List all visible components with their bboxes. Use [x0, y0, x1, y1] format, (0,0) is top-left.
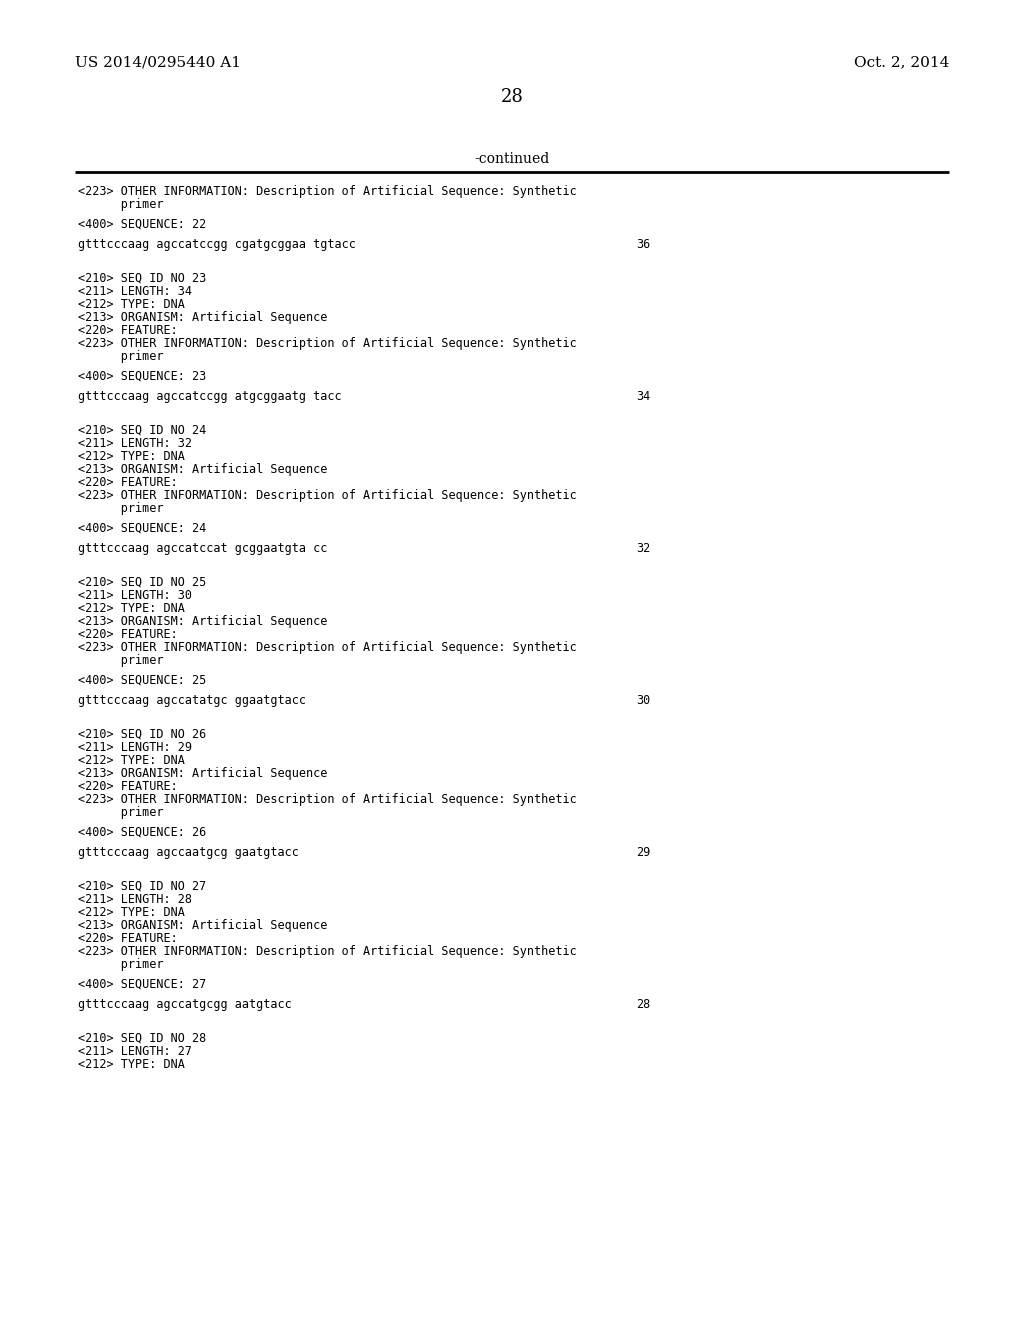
Text: <400> SEQUENCE: 24: <400> SEQUENCE: 24 — [78, 521, 206, 535]
Text: <213> ORGANISM: Artificial Sequence: <213> ORGANISM: Artificial Sequence — [78, 767, 328, 780]
Text: <400> SEQUENCE: 22: <400> SEQUENCE: 22 — [78, 218, 206, 231]
Text: primer: primer — [78, 653, 164, 667]
Text: gtttcccaag agccatccat gcggaatgta cc: gtttcccaag agccatccat gcggaatgta cc — [78, 543, 328, 554]
Text: <223> OTHER INFORMATION: Description of Artificial Sequence: Synthetic: <223> OTHER INFORMATION: Description of … — [78, 793, 577, 807]
Text: <223> OTHER INFORMATION: Description of Artificial Sequence: Synthetic: <223> OTHER INFORMATION: Description of … — [78, 642, 577, 653]
Text: gtttcccaag agccatccgg cgatgcggaa tgtacc: gtttcccaag agccatccgg cgatgcggaa tgtacc — [78, 238, 356, 251]
Text: <210> SEQ ID NO 26: <210> SEQ ID NO 26 — [78, 729, 206, 741]
Text: 29: 29 — [636, 846, 650, 859]
Text: <210> SEQ ID NO 24: <210> SEQ ID NO 24 — [78, 424, 206, 437]
Text: <220> FEATURE:: <220> FEATURE: — [78, 780, 178, 793]
Text: primer: primer — [78, 807, 164, 818]
Text: <212> TYPE: DNA: <212> TYPE: DNA — [78, 602, 185, 615]
Text: 28: 28 — [501, 88, 523, 106]
Text: <213> ORGANISM: Artificial Sequence: <213> ORGANISM: Artificial Sequence — [78, 312, 328, 323]
Text: primer: primer — [78, 502, 164, 515]
Text: <213> ORGANISM: Artificial Sequence: <213> ORGANISM: Artificial Sequence — [78, 919, 328, 932]
Text: -continued: -continued — [474, 152, 550, 166]
Text: <212> TYPE: DNA: <212> TYPE: DNA — [78, 754, 185, 767]
Text: <211> LENGTH: 32: <211> LENGTH: 32 — [78, 437, 193, 450]
Text: <223> OTHER INFORMATION: Description of Artificial Sequence: Synthetic: <223> OTHER INFORMATION: Description of … — [78, 185, 577, 198]
Text: <210> SEQ ID NO 27: <210> SEQ ID NO 27 — [78, 880, 206, 894]
Text: <400> SEQUENCE: 23: <400> SEQUENCE: 23 — [78, 370, 206, 383]
Text: <210> SEQ ID NO 25: <210> SEQ ID NO 25 — [78, 576, 206, 589]
Text: 30: 30 — [636, 694, 650, 708]
Text: <211> LENGTH: 29: <211> LENGTH: 29 — [78, 741, 193, 754]
Text: <223> OTHER INFORMATION: Description of Artificial Sequence: Synthetic: <223> OTHER INFORMATION: Description of … — [78, 337, 577, 350]
Text: 32: 32 — [636, 543, 650, 554]
Text: US 2014/0295440 A1: US 2014/0295440 A1 — [75, 55, 241, 69]
Text: <211> LENGTH: 27: <211> LENGTH: 27 — [78, 1045, 193, 1059]
Text: <210> SEQ ID NO 28: <210> SEQ ID NO 28 — [78, 1032, 206, 1045]
Text: <220> FEATURE:: <220> FEATURE: — [78, 477, 178, 488]
Text: 36: 36 — [636, 238, 650, 251]
Text: <400> SEQUENCE: 25: <400> SEQUENCE: 25 — [78, 675, 206, 686]
Text: 34: 34 — [636, 389, 650, 403]
Text: <211> LENGTH: 30: <211> LENGTH: 30 — [78, 589, 193, 602]
Text: <220> FEATURE:: <220> FEATURE: — [78, 628, 178, 642]
Text: <212> TYPE: DNA: <212> TYPE: DNA — [78, 298, 185, 312]
Text: primer: primer — [78, 350, 164, 363]
Text: <223> OTHER INFORMATION: Description of Artificial Sequence: Synthetic: <223> OTHER INFORMATION: Description of … — [78, 945, 577, 958]
Text: <211> LENGTH: 28: <211> LENGTH: 28 — [78, 894, 193, 906]
Text: Oct. 2, 2014: Oct. 2, 2014 — [854, 55, 949, 69]
Text: <210> SEQ ID NO 23: <210> SEQ ID NO 23 — [78, 272, 206, 285]
Text: gtttcccaag agccatatgc ggaatgtacc: gtttcccaag agccatatgc ggaatgtacc — [78, 694, 306, 708]
Text: <400> SEQUENCE: 26: <400> SEQUENCE: 26 — [78, 826, 206, 840]
Text: <220> FEATURE:: <220> FEATURE: — [78, 932, 178, 945]
Text: <400> SEQUENCE: 27: <400> SEQUENCE: 27 — [78, 978, 206, 991]
Text: <220> FEATURE:: <220> FEATURE: — [78, 323, 178, 337]
Text: primer: primer — [78, 198, 164, 211]
Text: gtttcccaag agccaatgcg gaatgtacc: gtttcccaag agccaatgcg gaatgtacc — [78, 846, 299, 859]
Text: <213> ORGANISM: Artificial Sequence: <213> ORGANISM: Artificial Sequence — [78, 463, 328, 477]
Text: gtttcccaag agccatccgg atgcggaatg tacc: gtttcccaag agccatccgg atgcggaatg tacc — [78, 389, 342, 403]
Text: <213> ORGANISM: Artificial Sequence: <213> ORGANISM: Artificial Sequence — [78, 615, 328, 628]
Text: 28: 28 — [636, 998, 650, 1011]
Text: primer: primer — [78, 958, 164, 972]
Text: <212> TYPE: DNA: <212> TYPE: DNA — [78, 906, 185, 919]
Text: <212> TYPE: DNA: <212> TYPE: DNA — [78, 450, 185, 463]
Text: <212> TYPE: DNA: <212> TYPE: DNA — [78, 1059, 185, 1071]
Text: gtttcccaag agccatgcgg aatgtacc: gtttcccaag agccatgcgg aatgtacc — [78, 998, 292, 1011]
Text: <211> LENGTH: 34: <211> LENGTH: 34 — [78, 285, 193, 298]
Text: <223> OTHER INFORMATION: Description of Artificial Sequence: Synthetic: <223> OTHER INFORMATION: Description of … — [78, 488, 577, 502]
